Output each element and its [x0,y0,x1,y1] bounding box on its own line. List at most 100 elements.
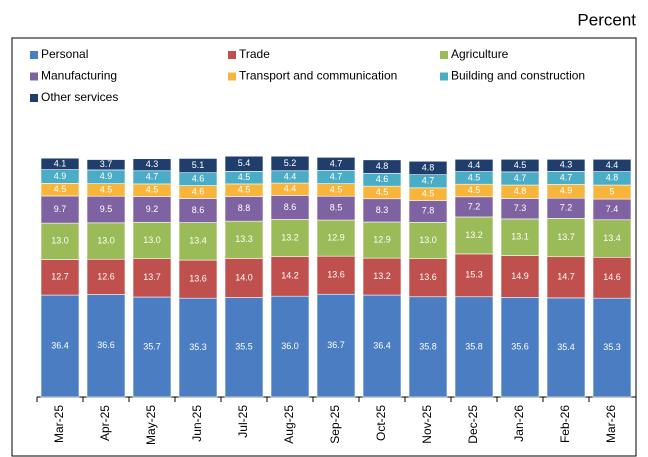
value-label: 12.7 [51,272,69,282]
legend-label: Transport and communication [239,69,397,83]
bar-segment [454,158,494,172]
value-label: 7.4 [606,204,619,214]
x-tick-label: Nov-25 [420,405,434,444]
bar-segment [270,155,310,172]
value-label: 36.4 [51,340,69,350]
legend-label: Other services [41,90,118,104]
bar-segment [224,258,264,298]
x-tick-label: Aug-25 [282,405,296,444]
bar-segment [546,158,586,172]
value-label: 4.7 [330,158,343,168]
bar-segment [592,297,632,398]
value-label: 36.0 [281,341,299,351]
bar-segment [270,195,310,220]
value-label: 36.7 [327,340,345,350]
legend-swatch [30,72,38,81]
value-label: 35.5 [235,342,253,352]
value-label: 35.7 [143,341,161,351]
value-label: 4.5 [54,184,67,194]
x-tick-label: Oct-25 [374,405,388,441]
bar-segment [592,256,632,299]
value-label: 4.5 [146,185,159,195]
bar-segment [408,296,448,398]
value-label: 13.0 [143,235,161,245]
bar-segment [40,222,80,260]
value-label: 36.4 [373,340,391,350]
x-tick-label: Apr-25 [98,405,112,441]
legend-swatch [440,72,448,81]
bar-segment [178,297,218,398]
x-tick-label: Mar-25 [52,405,66,443]
value-label: 4.5 [376,187,389,197]
bar-segment [178,198,218,223]
value-label: 4.4 [468,160,481,170]
value-label: 5 [609,186,614,196]
value-label: 13.4 [189,236,207,246]
value-label: 35.8 [419,341,437,351]
value-label: 4.5 [330,184,343,194]
value-label: 13.6 [327,270,345,280]
value-label: 4.4 [284,184,297,194]
value-label: 4.6 [376,174,389,184]
value-label: 4.9 [100,171,113,181]
value-label: 13.4 [603,233,621,243]
unit-label: Percent [577,10,636,29]
legend-swatch [440,51,448,59]
value-label: 4.8 [376,161,389,171]
value-label: 4.5 [468,172,481,182]
value-label: 7.2 [468,201,481,211]
x-tick-label: Jun-25 [190,405,204,442]
bar-segment [132,158,172,172]
value-label: 13.2 [281,232,299,242]
value-label: 13.3 [235,234,253,244]
value-label: 13.6 [189,273,207,283]
x-tick-label: Jul-25 [236,405,250,438]
value-label: 4.8 [606,173,619,183]
bar-segment [40,157,80,170]
value-label: 35.6 [511,342,529,352]
bar-segment [40,259,80,296]
value-label: 4.1 [54,158,67,168]
value-label: 4.7 [422,176,435,186]
bar-segment [178,158,218,174]
x-tick-label: Jan-26 [512,405,526,442]
value-label: 13.7 [143,272,161,282]
value-label: 4.5 [514,160,527,170]
value-label: 4.5 [238,185,251,195]
bar-segment [408,221,448,259]
bar-segment [454,296,494,398]
value-label: 13.0 [97,235,115,245]
bar-segment [362,221,402,259]
value-label: 14.0 [235,272,253,282]
bar-segment [500,255,540,298]
value-label: 8.8 [238,203,251,213]
value-label: 12.6 [97,271,115,281]
legend-label: Trade [239,47,270,61]
value-label: 14.2 [281,271,299,281]
x-tick-label: May-25 [144,405,158,445]
bar-segment [454,216,494,255]
bar-segment [178,259,218,299]
value-label: 14.9 [511,271,529,281]
value-label: 35.3 [603,342,621,352]
bar-segment [500,158,540,173]
legend-swatch [228,72,236,81]
value-label: 12.9 [373,234,391,244]
legend-label: Personal [41,47,88,61]
value-label: 4.8 [422,162,435,172]
value-label: 14.7 [557,272,575,282]
bar-segment [408,258,448,298]
x-tick-label: Sep-25 [328,405,342,444]
value-label: 4.3 [146,159,159,169]
value-label: 36.6 [97,340,115,350]
bar-segment [224,297,264,398]
bar-segment [224,155,264,172]
value-label: 3.7 [100,159,113,169]
bar-segment [178,222,218,261]
value-label: 4.6 [192,174,205,184]
value-label: 12.9 [327,232,345,242]
value-label: 9.5 [100,204,113,214]
legend-label: Building and construction [451,69,585,83]
bar-segment [40,195,80,224]
